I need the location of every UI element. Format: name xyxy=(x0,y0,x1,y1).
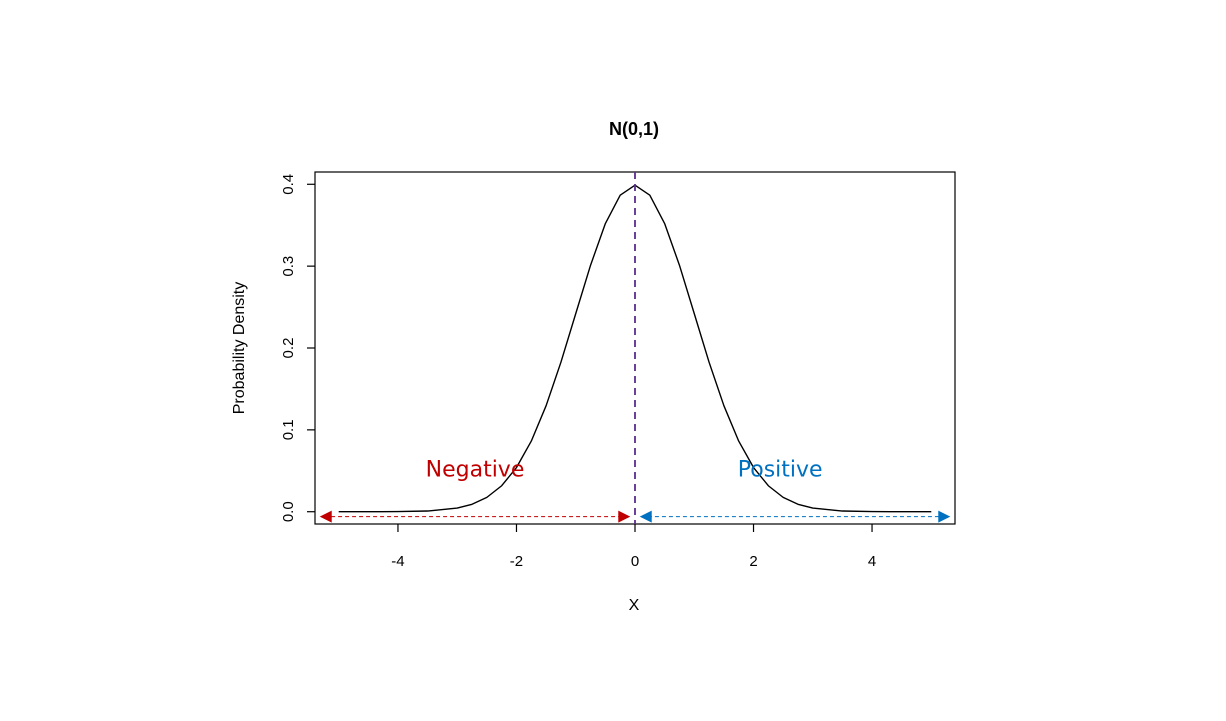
y-tick-label: 0.0 xyxy=(280,501,297,522)
y-tick-label: 0.4 xyxy=(280,174,297,195)
x-tick-label: -4 xyxy=(391,553,404,570)
annotation-layer: Negative Positive xyxy=(319,458,951,523)
x-tick-label: -2 xyxy=(510,553,523,570)
x-tick-label: 2 xyxy=(749,553,757,570)
x-tick-label: 0 xyxy=(631,553,639,570)
y-axis-label: Probability Density xyxy=(231,282,248,415)
series-layer xyxy=(338,172,932,524)
y-tick-label: 0.3 xyxy=(280,256,297,277)
annotation-negative: Negative xyxy=(426,458,525,483)
y-axis: 0.0 0.1 0.2 0.3 0.4 xyxy=(280,174,315,522)
x-axis-label: X xyxy=(629,597,640,614)
x-axis: -4 -2 0 2 4 xyxy=(391,524,876,570)
x-tick-label: 4 xyxy=(868,553,876,570)
chart-title: N(0,1) xyxy=(609,119,659,139)
y-tick-label: 0.2 xyxy=(280,338,297,359)
annotation-positive: Positive xyxy=(738,458,823,483)
y-tick-label: 0.1 xyxy=(280,419,297,440)
